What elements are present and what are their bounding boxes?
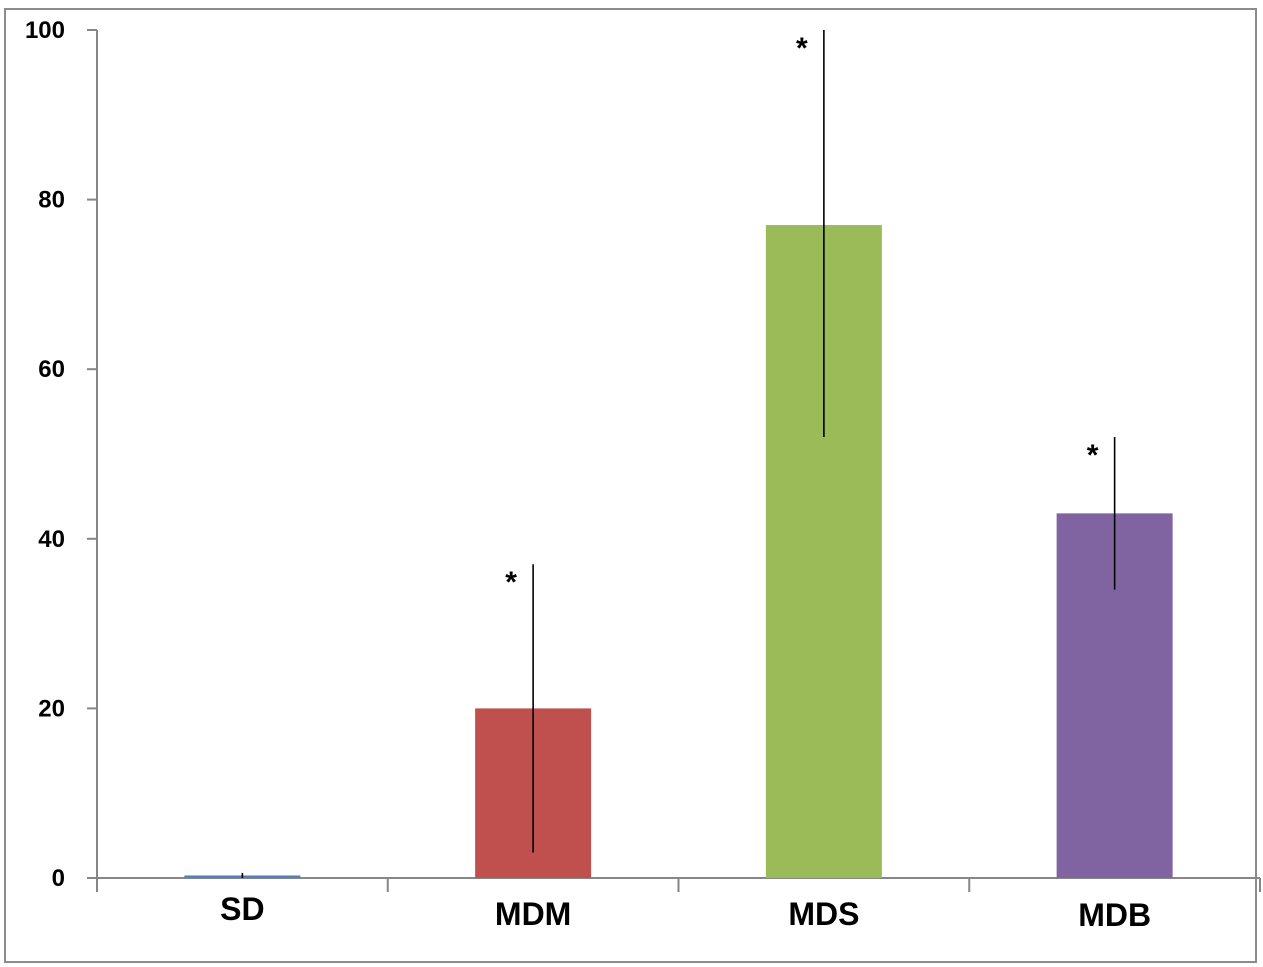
bars xyxy=(184,225,1173,879)
error-bars xyxy=(241,30,1116,878)
chart-frame xyxy=(4,8,1257,963)
y-tick-label: 80 xyxy=(38,187,65,214)
y-axis: 0 20 40 60 80 100 xyxy=(25,17,98,892)
x-tick-label-mdb: MDB xyxy=(1078,897,1151,933)
x-tick-label-mdm: MDM xyxy=(495,896,571,932)
x-tick-label-sd: SD xyxy=(220,891,264,927)
significance-markers: * * * xyxy=(505,32,1099,599)
x-axis: SD MDM MDS MDB xyxy=(96,877,1261,933)
y-tick-label: 60 xyxy=(38,356,65,383)
significance-star-mdm: * xyxy=(505,566,517,599)
y-tick-label: 40 xyxy=(38,526,65,553)
significance-star-mds: * xyxy=(796,32,808,65)
x-tick-label-mds: MDS xyxy=(788,896,859,932)
y-tick-label: 20 xyxy=(38,695,65,722)
y-tick-label: 0 xyxy=(52,865,65,892)
significance-star-mdb: * xyxy=(1087,439,1099,472)
y-tick-label: 100 xyxy=(25,17,65,44)
